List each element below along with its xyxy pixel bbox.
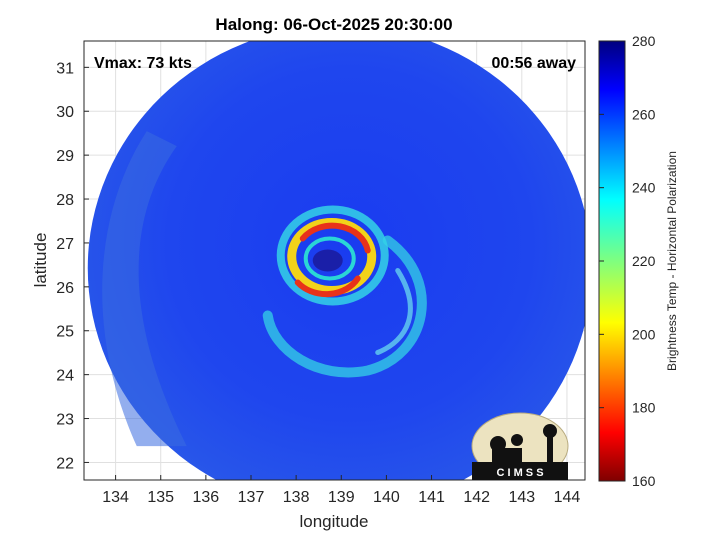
time-away-annotation: 00:56 away bbox=[491, 55, 576, 72]
y-tick-label: 23 bbox=[56, 412, 74, 429]
x-tick-label: 134 bbox=[102, 489, 129, 506]
x-tick-label: 141 bbox=[418, 489, 445, 506]
logo-bar bbox=[472, 462, 568, 480]
x-tick-label: 139 bbox=[328, 489, 355, 506]
colorbar-tick-label: 220 bbox=[632, 253, 656, 269]
logo-text: C I M S S bbox=[496, 467, 543, 479]
x-tick-label: 144 bbox=[554, 489, 581, 506]
eyewall-red-north bbox=[299, 222, 371, 254]
cool-band-left bbox=[102, 131, 187, 447]
y-tick-label: 30 bbox=[56, 104, 74, 121]
y-tick-label: 25 bbox=[56, 324, 74, 341]
x-tick-label: 143 bbox=[508, 489, 535, 506]
swath-image bbox=[87, 41, 585, 480]
logo-tower-icon bbox=[547, 436, 553, 462]
y-tick-label: 31 bbox=[56, 60, 74, 77]
inner-rainband bbox=[375, 268, 413, 355]
x-tick-label: 136 bbox=[193, 489, 220, 506]
chart-title: Halong: 06-Oct-2025 20:30:00 bbox=[215, 15, 452, 34]
y-tick-label: 22 bbox=[56, 455, 74, 472]
eyewall-yellow bbox=[287, 218, 377, 295]
colorbar-tick-label: 280 bbox=[632, 33, 656, 49]
x-tick-label: 140 bbox=[373, 489, 400, 506]
x-axis-ticks: 134 135 136 137 138 139 140 141 142 143 144 bbox=[102, 475, 580, 506]
colorbar-tick-label: 240 bbox=[632, 180, 656, 196]
logo-tower-top-icon bbox=[543, 424, 557, 438]
logo-building-icon bbox=[492, 448, 522, 462]
colorbar-tick-label: 260 bbox=[632, 106, 656, 122]
x-tick-label: 135 bbox=[147, 489, 174, 506]
outer-rainband bbox=[262, 235, 427, 378]
storm-structure bbox=[262, 205, 427, 378]
y-tick-label: 26 bbox=[56, 280, 74, 297]
y-tick-label: 28 bbox=[56, 192, 74, 209]
cimss-logo: C I M S S bbox=[471, 412, 569, 480]
eyewall-halo bbox=[276, 205, 389, 306]
y-tick-label: 27 bbox=[56, 236, 74, 253]
y-axis-label: latitude bbox=[31, 233, 50, 288]
colorbar-label: Brightness Temp - Horizontal Polarizatio… bbox=[665, 151, 679, 371]
colorbar-ticks: 160 180 200 220 240 260 280 bbox=[599, 33, 656, 489]
plot-border bbox=[83, 40, 586, 481]
y-tick-label: 24 bbox=[56, 368, 74, 385]
inner-ring bbox=[303, 236, 356, 281]
y-tick-label: 29 bbox=[56, 148, 74, 165]
storm-eye bbox=[312, 249, 343, 272]
x-tick-label: 138 bbox=[283, 489, 310, 506]
vmax-annotation: Vmax: 73 kts bbox=[94, 55, 192, 72]
x-axis-label: longitude bbox=[299, 512, 368, 531]
colorbar-tick-label: 160 bbox=[632, 473, 656, 489]
colorbar-tick-label: 200 bbox=[632, 326, 656, 342]
logo-dish-2-icon bbox=[511, 434, 523, 446]
y-axis-ticks: 22 23 24 25 26 27 28 29 30 31 bbox=[56, 60, 89, 472]
colorbar-tick-label: 180 bbox=[632, 400, 656, 416]
x-tick-label: 142 bbox=[463, 489, 490, 506]
eyewall-red-south bbox=[294, 275, 361, 298]
x-tick-label: 137 bbox=[238, 489, 265, 506]
